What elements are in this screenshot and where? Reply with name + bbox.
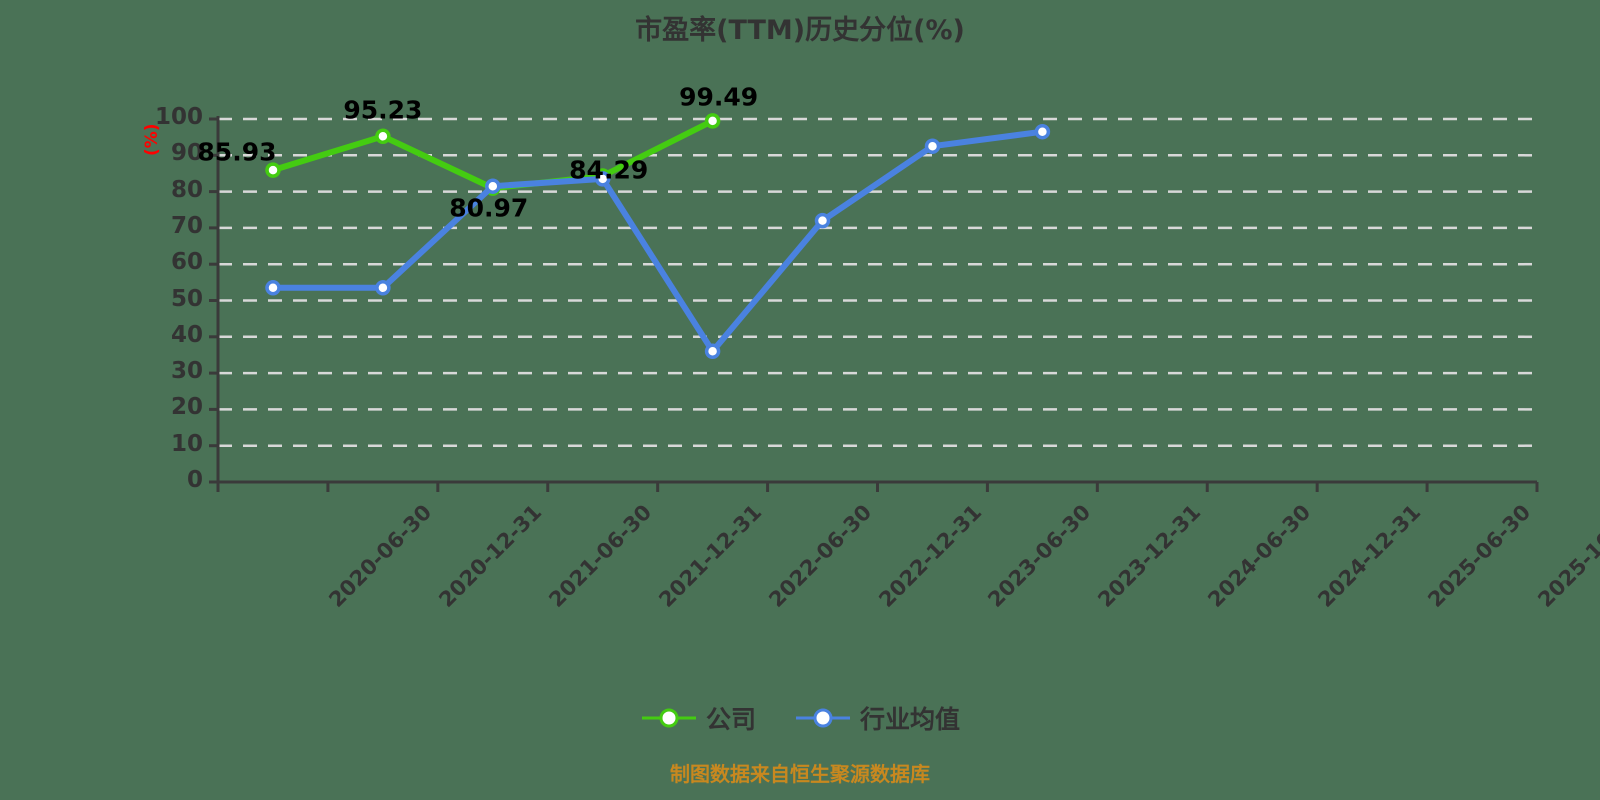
legend-label: 行业均值 [860, 705, 961, 734]
y-axis-tick-label: 70 [170, 212, 203, 239]
data-point-marker[interactable] [375, 128, 391, 145]
data-point-label: 80.97 [449, 193, 529, 223]
data-point-label: 84.29 [569, 155, 649, 185]
data-point-marker[interactable] [485, 178, 501, 194]
y-axis-tick-label: 40 [170, 321, 203, 348]
y-axis-tick-label: 50 [170, 285, 203, 312]
y-axis-tick-label: 0 [186, 467, 203, 493]
y-axis-tick-label: 10 [170, 430, 203, 457]
y-axis-tick-label: 90 [170, 140, 203, 167]
legend-marker-icon [641, 708, 696, 728]
legend-label: 公司 [705, 705, 756, 734]
legend-item-company[interactable]: 公司 [640, 700, 756, 736]
data-point-marker[interactable] [1034, 123, 1051, 140]
y-axis-tick-label: 60 [170, 249, 203, 276]
page-title: 市盈率(TTM)历史分位(%) [635, 15, 965, 46]
data-point-marker[interactable] [814, 212, 831, 229]
footer-note: 制图数据来自恒生聚源数据库 [670, 762, 930, 786]
legend-item-industry-average[interactable]: 行业均值 [794, 700, 960, 736]
data-point-marker[interactable] [704, 343, 721, 360]
data-point-marker[interactable] [265, 280, 281, 296]
data-point-marker[interactable] [265, 162, 281, 178]
data-point-label: 95.23 [343, 95, 423, 125]
chart-legend: 公司 行业均值 [0, 700, 1600, 736]
y-axis-tick-label: 20 [170, 394, 203, 421]
data-point-label: 99.49 [679, 82, 759, 112]
legend-marker-icon [796, 708, 850, 728]
data-point-marker[interactable] [704, 113, 721, 129]
data-point-marker[interactable] [375, 280, 391, 296]
data-point-marker[interactable] [594, 171, 611, 187]
y-axis-tick-label: 100 [154, 104, 203, 130]
data-point-marker[interactable] [924, 138, 941, 154]
y-axis-tick-label: 30 [170, 358, 203, 385]
data-point-label: 85.93 [197, 137, 277, 167]
y-axis-tick-label: 80 [170, 176, 203, 203]
series-line-行业均值 [270, 128, 1046, 355]
